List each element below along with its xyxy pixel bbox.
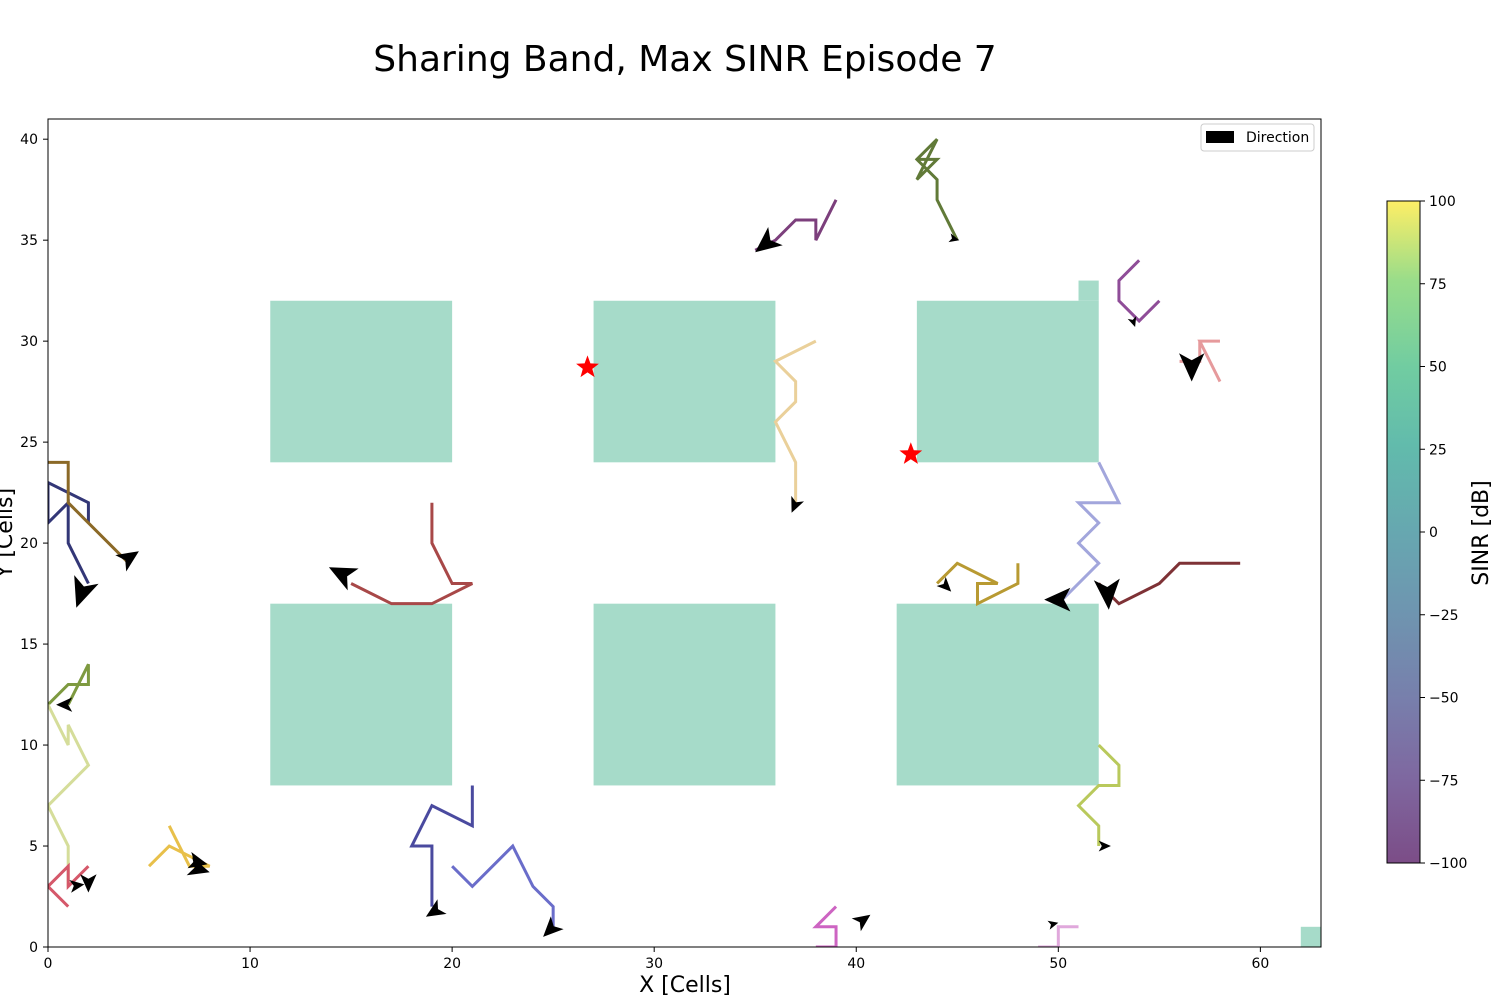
trajectory-6 [48, 480, 90, 585]
colorbar-tick-label: −100 [1429, 856, 1467, 872]
trajectory-20 [1038, 925, 1079, 947]
direction-arrow-17 [186, 857, 210, 876]
direction-arrow-2 [948, 233, 960, 243]
direction-arrow-8 [328, 567, 359, 591]
direction-arrows-layer [56, 227, 1205, 937]
direction-arrow-14 [425, 899, 447, 917]
direction-arrow-15 [543, 916, 564, 937]
trajectory-17 [147, 825, 211, 868]
colorbar: 100 75 50 25 0 −25 −50 −75 −100 SINR [dB] [1386, 194, 1494, 872]
trajectories-layer [48, 138, 1241, 947]
buildings-layer [270, 280, 1321, 947]
y-tick-label: 40 [20, 132, 38, 148]
y-axis-label: Y [Cells] [0, 488, 18, 579]
colorbar-tick-label: 75 [1429, 277, 1447, 293]
y-tick-label: 5 [29, 839, 38, 855]
y-tick-label: 35 [20, 233, 38, 249]
building-8 [1300, 926, 1321, 947]
trajectory-9 [1057, 461, 1122, 605]
x-tick-label: 50 [1049, 956, 1067, 972]
y-tick-label: 0 [29, 940, 38, 956]
trajectory-8 [350, 502, 474, 606]
x-tick-label: 60 [1251, 956, 1269, 972]
direction-arrow-16 [187, 852, 208, 869]
x-axis-label: X [Cells] [639, 973, 731, 998]
direction-arrow-6 [74, 575, 99, 608]
y-tick-label: 25 [20, 435, 38, 451]
trajectory-5 [772, 339, 817, 503]
plot-frame [47, 118, 1322, 948]
y-tick-label: 30 [20, 334, 38, 350]
chart-title: Sharing Band, Max SINR Episode 7 [373, 39, 996, 80]
direction-arrow-21 [1047, 920, 1059, 930]
direction-arrow-18 [80, 874, 97, 893]
plot-area [48, 138, 1321, 947]
building-6 [593, 603, 776, 786]
colorbar-tick-label: 50 [1429, 360, 1447, 376]
base-stations-layer [576, 355, 923, 464]
trajectory-12 [48, 663, 90, 706]
colorbar-tick-label: −50 [1429, 691, 1459, 707]
direction-arrow-7 [115, 551, 139, 572]
trajectory-13 [48, 703, 91, 887]
trajectory-11 [1097, 561, 1241, 606]
direction-arrow-10 [936, 576, 952, 592]
colorbar-tick-label: 0 [1429, 525, 1438, 541]
colorbar-gradient [1386, 200, 1421, 864]
x-tick-label: 20 [443, 956, 461, 972]
colorbar-ticks: 100 75 50 25 0 −25 −50 −75 −100 [1420, 194, 1467, 872]
trajectory-3 [1117, 259, 1161, 324]
legend-arrow-swatch [1206, 131, 1234, 143]
legend-label-direction: Direction [1246, 130, 1309, 146]
trajectory-7 [48, 460, 130, 565]
building-1 [270, 300, 453, 463]
colorbar-tick-label: 100 [1429, 194, 1456, 210]
legend-box [1200, 123, 1315, 152]
trajectory-19 [812, 905, 838, 947]
trajectory-16 [451, 843, 555, 927]
direction-arrow-3 [1127, 316, 1137, 327]
colorbar-label: SINR [dB] [1469, 480, 1494, 585]
x-axis: 0 10 20 30 40 50 60 [44, 947, 1269, 972]
building-7 [896, 603, 1099, 786]
direction-arrow-12 [56, 697, 73, 712]
direction-arrow-13 [1098, 840, 1111, 852]
base-station-1 [576, 355, 599, 378]
x-tick-label: 10 [241, 956, 259, 972]
building-5 [270, 603, 453, 786]
direction-arrow-9 [1044, 587, 1071, 612]
y-axis: 0 5 10 15 20 25 30 35 40 [20, 132, 48, 956]
trajectory-15 [409, 785, 474, 907]
colorbar-tick-label: −25 [1429, 608, 1459, 624]
legend: Direction [1200, 123, 1315, 152]
building-4 [1078, 280, 1099, 301]
building-3 [916, 300, 1099, 463]
colorbar-tick-label: −75 [1429, 773, 1459, 789]
x-tick-label: 30 [645, 956, 663, 972]
direction-arrow-4 [1179, 353, 1205, 382]
y-tick-label: 10 [20, 738, 38, 754]
colorbar-tick-label: 25 [1429, 442, 1447, 458]
y-tick-label: 15 [20, 637, 38, 653]
direction-arrow-19 [69, 880, 85, 893]
y-tick-label: 20 [20, 536, 38, 552]
base-station-2 [899, 442, 923, 464]
direction-arrow-1 [755, 227, 783, 253]
trajectory-14 [1076, 743, 1121, 847]
direction-arrow-20 [851, 914, 871, 932]
x-tick-label: 40 [847, 956, 865, 972]
trajectory-2 [914, 138, 959, 241]
x-tick-label: 0 [44, 956, 53, 972]
direction-arrow-5 [791, 495, 804, 513]
trajectory-18 [48, 862, 90, 908]
building-2 [593, 300, 776, 463]
direction-arrow-11 [1093, 578, 1120, 610]
trajectory-10 [936, 561, 1020, 607]
